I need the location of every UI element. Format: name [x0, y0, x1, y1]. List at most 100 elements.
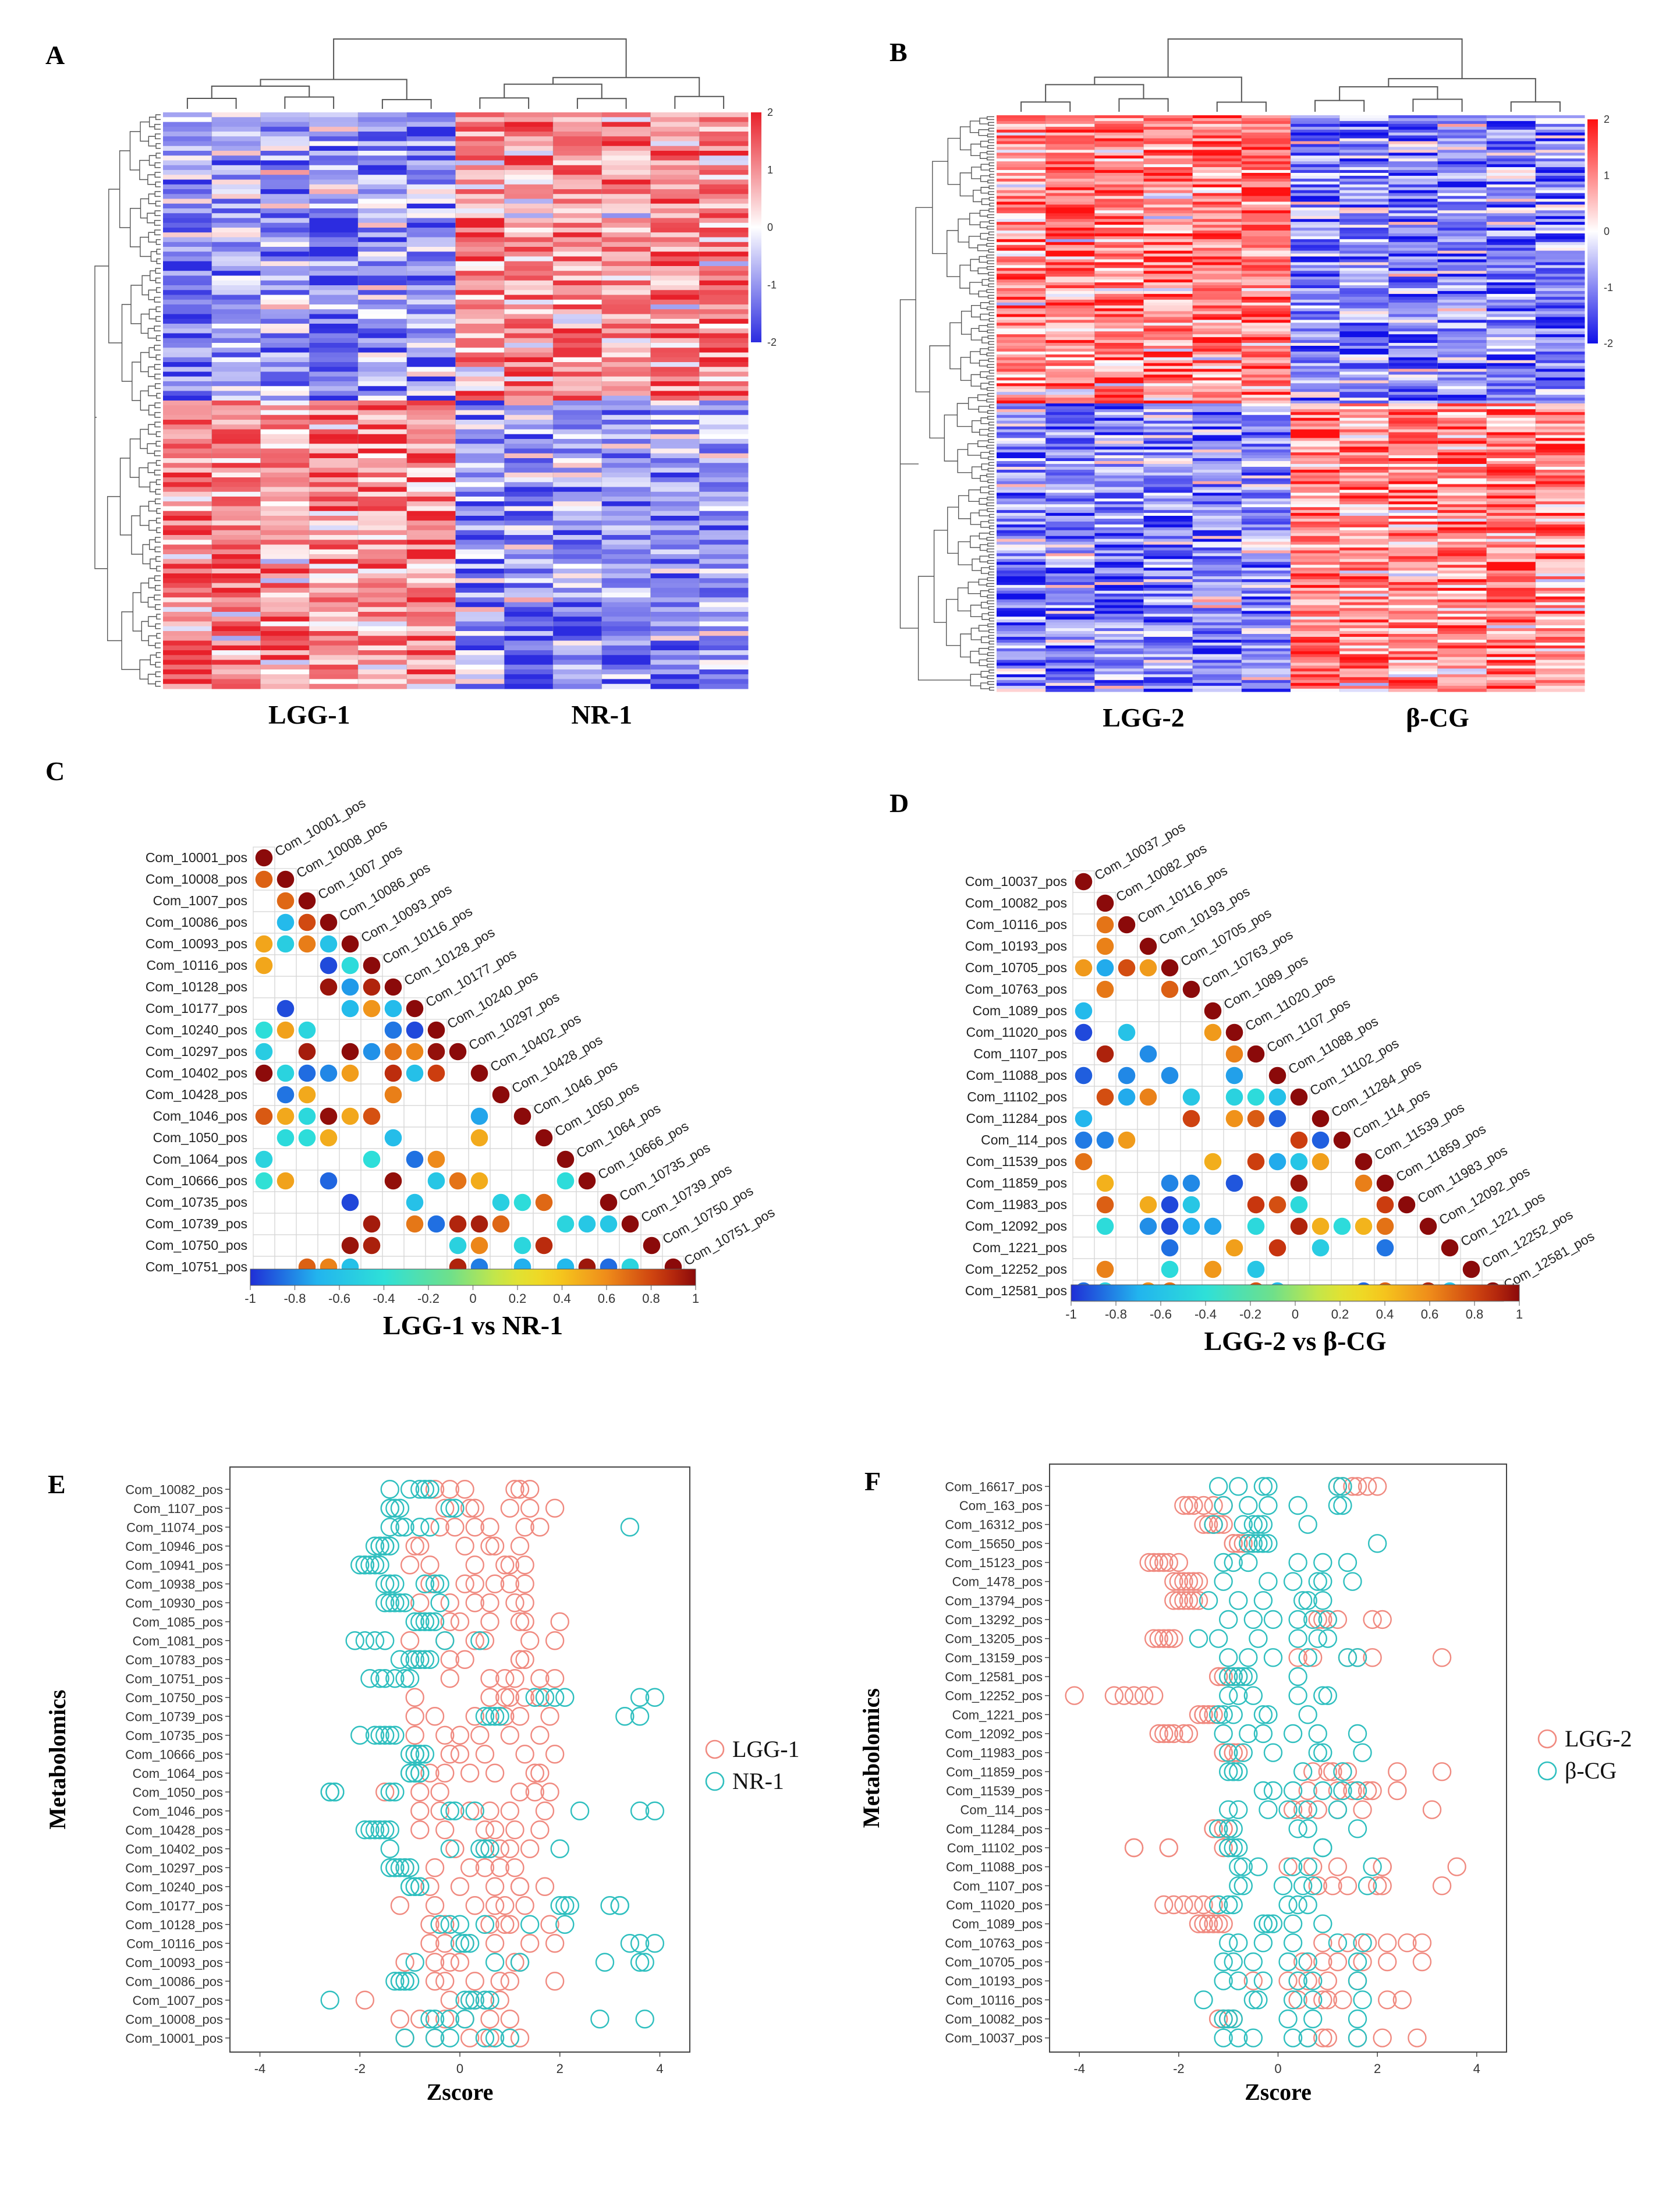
heat-cell	[1291, 536, 1340, 540]
heat-cell	[1094, 424, 1144, 427]
heat-cell	[1193, 363, 1242, 367]
heat-cell	[261, 314, 310, 320]
heat-cell	[1536, 170, 1585, 173]
heat-cell	[1144, 334, 1193, 338]
heat-cell	[212, 348, 261, 353]
heat-cell	[456, 679, 505, 685]
heat-cell	[1045, 597, 1095, 600]
heat-cell	[1193, 202, 1242, 205]
heat-cell	[504, 208, 553, 214]
heat-cell	[1045, 430, 1095, 433]
heat-cell	[1291, 127, 1340, 130]
heat-cell	[1242, 473, 1291, 476]
heat-cell	[1242, 539, 1291, 543]
heat-cell	[1291, 461, 1340, 465]
heat-cell	[1438, 536, 1487, 540]
heat-cell	[651, 377, 700, 382]
heat-cell	[699, 626, 748, 632]
heat-cell	[1242, 254, 1291, 257]
heat-cell	[1242, 274, 1291, 277]
heat-cell	[1339, 375, 1389, 378]
data-point	[516, 1613, 534, 1631]
heat-cell	[651, 520, 700, 526]
heat-cell	[1144, 248, 1193, 251]
heat-cell	[163, 626, 212, 632]
heat-cell	[699, 501, 748, 506]
heat-cell	[1144, 562, 1193, 565]
heat-cell	[997, 464, 1046, 467]
heat-cell	[1045, 363, 1095, 367]
heat-cell	[504, 458, 553, 463]
heat-cell	[1193, 401, 1242, 404]
heat-cell	[1487, 222, 1536, 225]
heat-cell	[1438, 513, 1487, 516]
heat-cell	[1388, 591, 1438, 594]
heat-cell	[699, 540, 748, 545]
heat-cell	[1144, 262, 1193, 265]
heat-cell	[504, 497, 553, 502]
heat-cell	[1291, 585, 1340, 589]
corr-circle	[1247, 1046, 1265, 1063]
corr-grid-cell	[1159, 1086, 1181, 1108]
heat-cell	[1291, 530, 1340, 534]
heat-cell	[1094, 412, 1144, 416]
heat-cell	[1094, 346, 1144, 349]
heat-cell	[1536, 242, 1585, 246]
heat-cell	[997, 588, 1046, 591]
heat-cell	[1438, 441, 1487, 444]
corr-circle	[1075, 1110, 1093, 1128]
heat-cell	[1242, 187, 1291, 191]
heat-cell	[1144, 643, 1193, 646]
heat-cell	[1487, 372, 1536, 375]
heat-cell	[309, 506, 358, 512]
heat-cell	[1291, 233, 1340, 237]
heat-cell	[407, 367, 456, 372]
heat-cell	[1242, 576, 1291, 580]
heat-cell	[1242, 222, 1291, 225]
heat-cell	[261, 516, 310, 521]
heat-cell	[1094, 170, 1144, 173]
corr-circle	[363, 1108, 381, 1125]
heat-cell	[212, 362, 261, 367]
heat-cell	[1144, 395, 1193, 398]
heat-cell	[309, 165, 358, 171]
heat-cell	[1242, 603, 1291, 606]
heat-cell	[1193, 380, 1242, 384]
heat-cell	[997, 395, 1046, 398]
heat-cell	[1388, 421, 1438, 424]
heat-cell	[1291, 674, 1340, 678]
heat-cell	[309, 641, 358, 646]
heat-cell	[1094, 585, 1144, 589]
corr-row-label: Com_10177_pos	[146, 1001, 247, 1016]
heat-cell	[997, 438, 1046, 441]
heat-cell	[1339, 343, 1389, 346]
heat-cell	[1242, 556, 1291, 559]
heat-cell	[1144, 303, 1193, 306]
heat-cell	[358, 650, 407, 655]
heat-cell	[1291, 147, 1340, 150]
heat-cell	[1536, 182, 1585, 185]
heat-cell	[212, 415, 261, 420]
heat-cell	[1388, 360, 1438, 364]
heat-cell	[504, 199, 553, 204]
y-tick-label: Com_1046_pos	[133, 1804, 223, 1819]
heat-cell	[407, 497, 456, 502]
heat-cell	[1487, 516, 1536, 519]
heat-cell	[997, 409, 1046, 413]
heat-cell	[1388, 559, 1438, 562]
heat-cell	[699, 348, 748, 353]
heat-cell	[1144, 133, 1193, 136]
heat-cell	[1388, 202, 1438, 205]
data-point	[406, 1727, 424, 1744]
heat-cell	[997, 219, 1046, 222]
y-tick-label: Com_1064_pos	[133, 1766, 223, 1781]
heat-cell	[1242, 213, 1291, 217]
heat-cell	[1388, 605, 1438, 609]
heat-cell	[1045, 495, 1095, 499]
heat-cell	[1339, 219, 1389, 222]
heat-cell	[1242, 306, 1291, 309]
heat-cell	[1045, 507, 1095, 511]
heat-cell	[1242, 611, 1291, 614]
heat-cell	[1487, 207, 1536, 211]
heat-cell	[1388, 179, 1438, 182]
